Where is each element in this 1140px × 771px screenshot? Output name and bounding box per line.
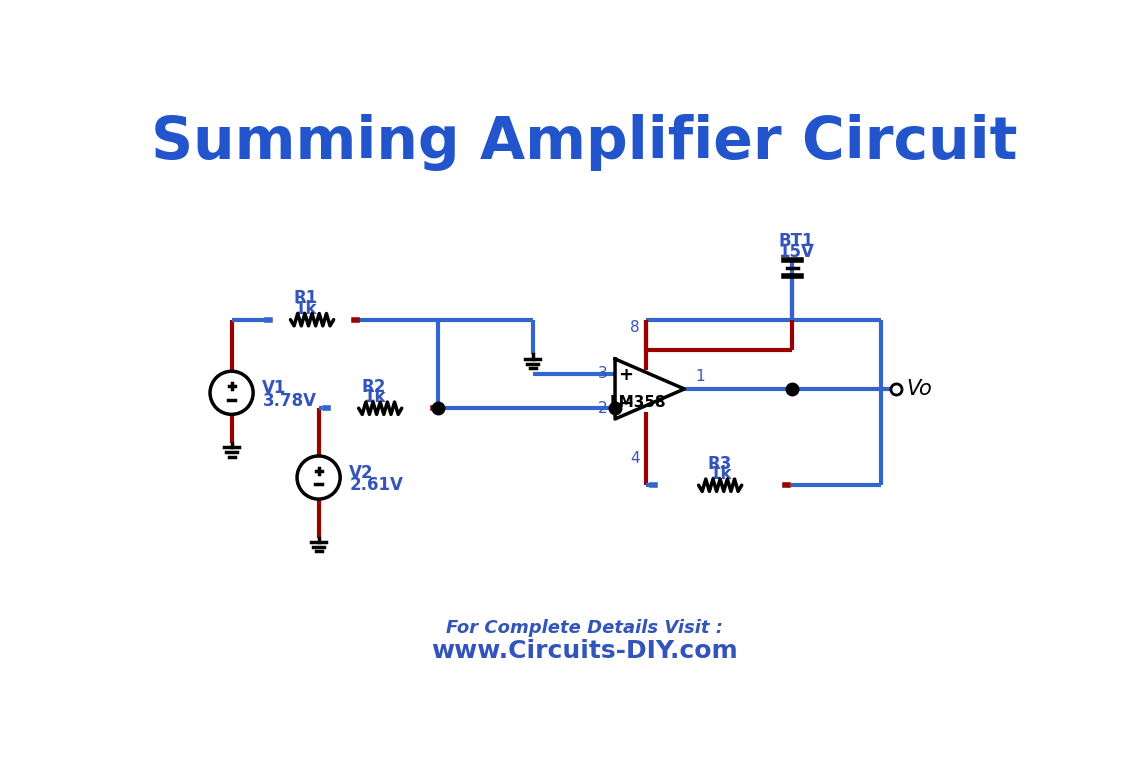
Text: V2: V2 (349, 464, 374, 482)
Text: Summing Amplifier Circuit: Summing Amplifier Circuit (150, 114, 1018, 171)
Text: 3: 3 (597, 366, 608, 382)
Text: LM358: LM358 (610, 396, 667, 410)
Text: For Complete Details Visit :: For Complete Details Visit : (446, 618, 723, 637)
Text: 1k: 1k (709, 466, 732, 483)
Text: 3.78V: 3.78V (262, 392, 317, 409)
Text: 4: 4 (630, 451, 640, 466)
Text: BT1: BT1 (779, 232, 814, 250)
Text: R1: R1 (294, 289, 318, 307)
Text: 1k: 1k (294, 300, 317, 318)
Text: 15V: 15V (779, 243, 814, 261)
Text: 8: 8 (630, 320, 640, 335)
Text: Vo: Vo (906, 379, 931, 399)
Text: 2.61V: 2.61V (349, 476, 404, 494)
Text: 1k: 1k (363, 389, 385, 406)
Text: www.Circuits-DIY.com: www.Circuits-DIY.com (431, 638, 738, 663)
Text: 2: 2 (597, 401, 608, 416)
Text: R2: R2 (361, 378, 386, 396)
Text: +: + (618, 365, 634, 384)
Text: 1: 1 (695, 369, 705, 384)
Text: V1: V1 (262, 379, 287, 397)
Text: −: − (618, 394, 634, 412)
Text: R3: R3 (708, 455, 732, 473)
